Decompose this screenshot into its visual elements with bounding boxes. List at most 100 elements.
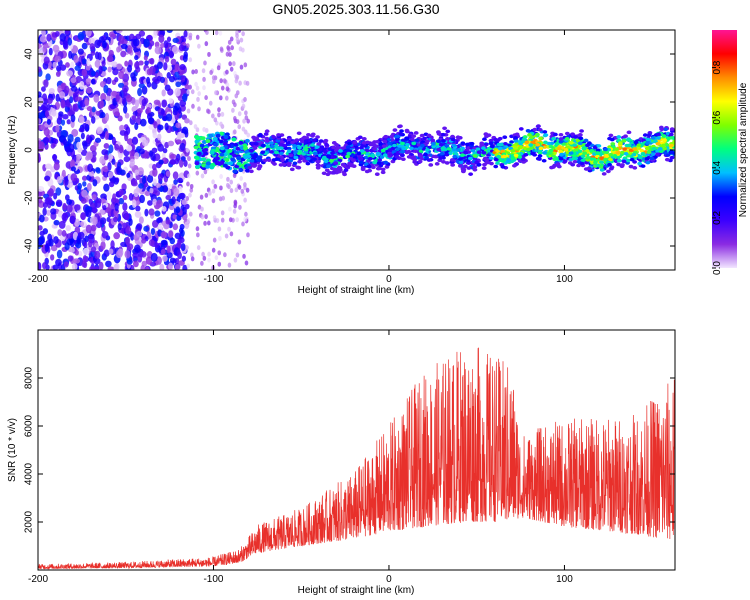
- spectral-cell: [140, 251, 147, 258]
- spectral-cell: [207, 257, 211, 263]
- spectral-cell: [70, 159, 76, 167]
- spectral-cell: [55, 71, 61, 77]
- spectral-cell: [82, 123, 88, 129]
- spectral-cell: [99, 132, 106, 140]
- spectral-cell: [195, 136, 201, 141]
- spectral-cell: [640, 152, 646, 156]
- spectral-cell: [374, 139, 380, 144]
- spectral-cell: [256, 158, 262, 162]
- spectral-cell: [129, 158, 136, 167]
- spectral-cell: [91, 194, 97, 201]
- spectral-cell: [141, 98, 147, 107]
- spectral-cell: [119, 169, 126, 176]
- spectral-cell: [163, 40, 169, 49]
- spectral-cell: [165, 219, 171, 225]
- spectral-cell: [604, 154, 610, 158]
- spectral-cell: [86, 105, 93, 112]
- spectral-cell: [219, 185, 223, 191]
- spectral-cell: [107, 162, 112, 171]
- spectral-cell: [185, 196, 190, 202]
- spectral-cell: [200, 206, 204, 212]
- spectral-cell: [233, 199, 238, 205]
- spectral-cell: [208, 133, 214, 138]
- spectral-cell: [101, 230, 109, 239]
- spectral-cell: [367, 168, 373, 173]
- spectral-cell: [82, 141, 88, 150]
- spectral-cell: [303, 147, 309, 152]
- spectral-cell: [219, 78, 224, 84]
- spectral-cell: [139, 118, 147, 127]
- spectral-cell: [233, 129, 237, 135]
- spectral-cell: [158, 222, 163, 231]
- spectral-cell: [255, 138, 261, 143]
- spectral-cell: [118, 188, 124, 196]
- spectral-cell: [72, 104, 77, 112]
- spectral-cell: [39, 230, 45, 237]
- spectral-cell: [67, 37, 73, 46]
- spectral-cell: [645, 160, 651, 165]
- spectral-cell: [77, 182, 82, 190]
- spectral-cell: [214, 255, 219, 261]
- spectral-cell: [472, 167, 478, 172]
- spectral-cell: [133, 188, 139, 198]
- spectral-cell: [668, 132, 674, 137]
- spectral-cell: [211, 198, 216, 204]
- spectral-cell: [214, 147, 220, 152]
- spectral-cell: [120, 50, 127, 58]
- spectral-cell: [200, 214, 205, 220]
- spectral-cell: [206, 108, 210, 114]
- spectral-cell: [377, 166, 382, 171]
- spectral-cell: [66, 70, 74, 77]
- spectral-cell: [312, 151, 318, 156]
- spectral-cell: [105, 76, 112, 85]
- spectral-cell: [500, 149, 505, 154]
- spectral-cell: [46, 97, 53, 105]
- spectral-cell: [225, 51, 230, 57]
- spectral-cell: [74, 218, 81, 227]
- spectral-cell: [165, 195, 172, 201]
- spectral-cell: [59, 33, 67, 42]
- spectral-cell: [164, 84, 171, 92]
- spectral-cell: [297, 159, 302, 164]
- spectral-cell: [294, 138, 300, 142]
- spectral-cell: [211, 247, 216, 253]
- spectral-cell: [111, 61, 118, 68]
- spectral-cell: [56, 249, 63, 259]
- spectrogram-heatmap: [38, 30, 675, 270]
- spectral-cell: [163, 62, 168, 71]
- spectral-cell: [413, 131, 419, 135]
- spectral-cell: [580, 154, 586, 159]
- spectral-cell: [85, 78, 92, 85]
- spectral-cell: [218, 235, 222, 241]
- spectral-cell: [247, 165, 253, 170]
- spectral-cell: [536, 124, 541, 128]
- spectral-cell: [231, 107, 235, 113]
- spectral-cell: [52, 44, 60, 53]
- spectral-cell: [413, 149, 418, 154]
- spectral-cell: [222, 163, 228, 168]
- spectral-cell: [123, 87, 128, 97]
- spectral-cell: [190, 89, 195, 95]
- spectral-cell: [664, 157, 670, 162]
- spectral-cell: [38, 118, 42, 124]
- spectral-cell: [472, 165, 478, 169]
- spectral-cell: [305, 156, 311, 161]
- spectral-cell: [103, 84, 109, 94]
- spectral-cell: [216, 65, 221, 71]
- spectral-cell: [197, 43, 201, 49]
- spectral-cell: [169, 237, 176, 245]
- snr-y-ticks: 2000 4000 6000 8000: [24, 366, 675, 533]
- spectral-cell: [64, 85, 70, 94]
- spectral-cell: [280, 157, 285, 162]
- spectral-cell: [558, 132, 564, 137]
- spectral-cell: [249, 148, 254, 153]
- spectral-cell: [148, 208, 155, 216]
- spectral-cell: [236, 156, 242, 161]
- colorbar-tick-label: 0.0: [712, 261, 723, 275]
- spectral-cell: [538, 136, 544, 141]
- spectral-cell: [187, 173, 191, 179]
- y-tick-label: 6000: [24, 414, 35, 437]
- spectral-cell: [235, 146, 241, 151]
- spectral-cell: [293, 155, 299, 160]
- spectral-cell: [71, 129, 79, 137]
